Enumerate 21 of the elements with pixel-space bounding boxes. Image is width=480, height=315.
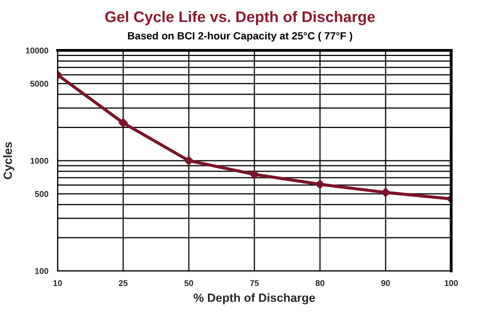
x-tick-label: 10 (53, 280, 62, 286)
y-tick-label: 1000 (30, 158, 48, 164)
y-axis-title: Cycles (3, 142, 14, 180)
point (249, 170, 260, 180)
x-axis-title: % Depth of Discharge (194, 293, 316, 304)
x-tick-label: 100 (444, 280, 458, 286)
y-tick-label: 500 (34, 191, 48, 197)
point (315, 179, 325, 190)
x-tick-label: 50 (184, 280, 194, 286)
point (380, 188, 391, 198)
chart-title: Gel Cycle Life vs. Depth of Discharge (105, 10, 375, 26)
point (184, 156, 194, 166)
x-tick-label: 75 (250, 280, 259, 286)
y-tick-label: 10000 (26, 48, 48, 54)
x-tick-label: 80 (316, 280, 324, 286)
chart-subtitle: Based on BCI 2-hour Capacity at 25°C ( 77°F ) (128, 32, 352, 42)
point (118, 118, 128, 128)
x-tick-label: 90 (381, 280, 390, 286)
y-tick-label: 5000 (30, 80, 48, 87)
x-tick-label: 25 (118, 280, 128, 286)
y-tick-label: 100 (35, 268, 48, 274)
